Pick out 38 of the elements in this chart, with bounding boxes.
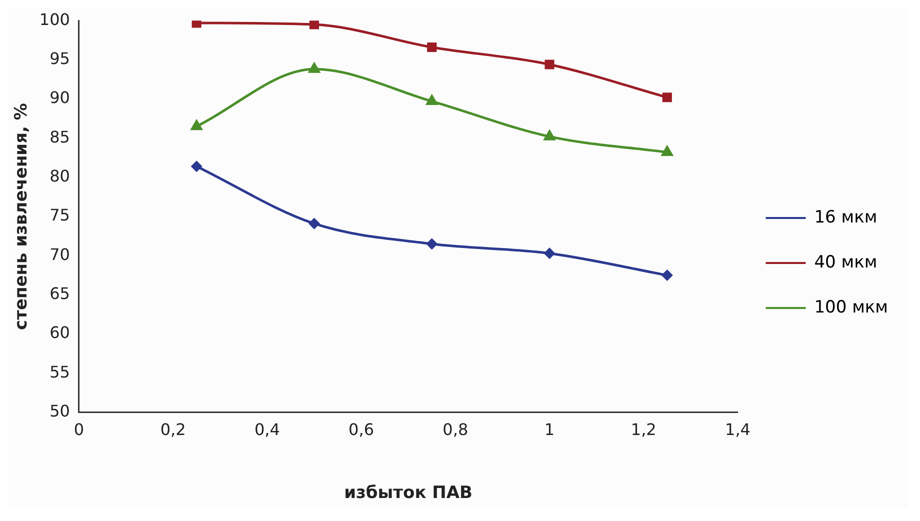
point: [544, 60, 554, 70]
point: [308, 218, 320, 229]
point: [426, 95, 438, 106]
legend-label: 100 мкм: [814, 297, 888, 318]
y-tick-label: 55: [50, 362, 70, 382]
x-tick-label: 0,8: [442, 420, 468, 440]
x-tick-label: 0,4: [254, 420, 280, 440]
y-tick-label: 60: [50, 323, 70, 342]
point: [662, 92, 672, 102]
point: [662, 146, 673, 156]
y-tick-label: 85: [50, 127, 70, 146]
point: [426, 238, 438, 250]
x-tick-label: 0: [74, 420, 84, 440]
y-tick-label: 65: [50, 284, 70, 304]
x-tick-label: 0,6: [348, 420, 374, 440]
x-tick-label: 0,2: [160, 420, 186, 440]
y-tick-label: 70: [50, 244, 70, 264]
x-tick-label: 1,2: [630, 420, 656, 440]
point: [308, 62, 320, 73]
point: [544, 248, 555, 259]
y-tick-label: 95: [50, 48, 70, 68]
y-axis-title: степень извлечения, %: [12, 103, 32, 330]
x-axis-title: избыток ПАВ: [344, 483, 473, 504]
x-tick-label: 1: [544, 420, 555, 440]
legend-label: 40 мкм: [814, 252, 878, 272]
point: [427, 42, 437, 52]
point: [191, 120, 202, 130]
point: [309, 20, 320, 30]
y-tick-label: 100: [39, 10, 70, 29]
y-tick-label: 50: [50, 402, 70, 421]
y-tick-label: 80: [50, 166, 70, 186]
x-tick-label: 1,4: [725, 420, 750, 440]
y-tick-label: 90: [50, 88, 70, 108]
y-tick-label: 75: [50, 206, 70, 225]
point: [191, 161, 202, 172]
point: [662, 270, 672, 281]
point: [544, 130, 556, 140]
legend-label: 16 мкм: [814, 207, 878, 228]
